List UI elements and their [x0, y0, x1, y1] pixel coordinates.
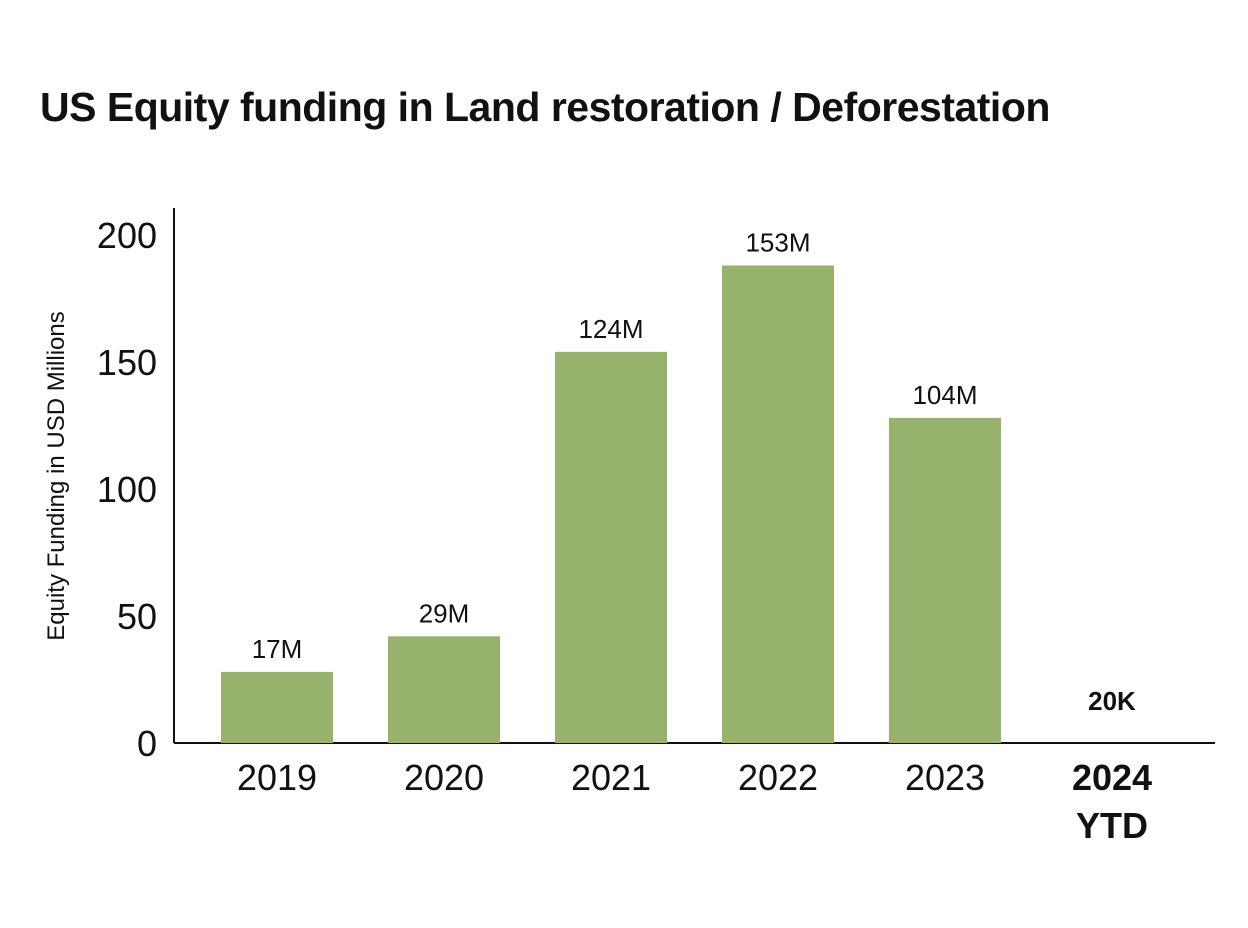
bar	[889, 417, 1001, 743]
data-label: 153M	[745, 227, 810, 257]
x-tick-label: 2019	[237, 757, 317, 798]
bar	[555, 351, 667, 743]
x-tick-label: 2021	[571, 757, 651, 798]
y-tick-label: 100	[97, 469, 157, 510]
bar	[388, 636, 500, 743]
bar	[221, 671, 333, 743]
data-label: 17M	[252, 634, 303, 664]
data-label: 20K	[1088, 686, 1136, 716]
bar	[722, 265, 834, 743]
x-tick-label: 2023	[905, 757, 985, 798]
y-axis-label: Equity Funding in USD Millions	[43, 311, 70, 640]
y-tick-label: 50	[117, 596, 157, 637]
y-tick-label: 200	[97, 215, 157, 256]
data-label: 29M	[419, 598, 470, 628]
x-tick-label: 2020	[404, 757, 484, 798]
x-tick-label: 2024	[1072, 757, 1152, 798]
data-label: 124M	[578, 314, 643, 344]
x-tick-label: 2022	[738, 757, 818, 798]
x-tick-label: YTD	[1076, 805, 1148, 846]
y-tick-label: 150	[97, 342, 157, 383]
data-label: 104M	[912, 380, 977, 410]
chart-title: US Equity funding in Land restoration / …	[40, 84, 1050, 130]
y-tick-label: 0	[137, 723, 157, 764]
